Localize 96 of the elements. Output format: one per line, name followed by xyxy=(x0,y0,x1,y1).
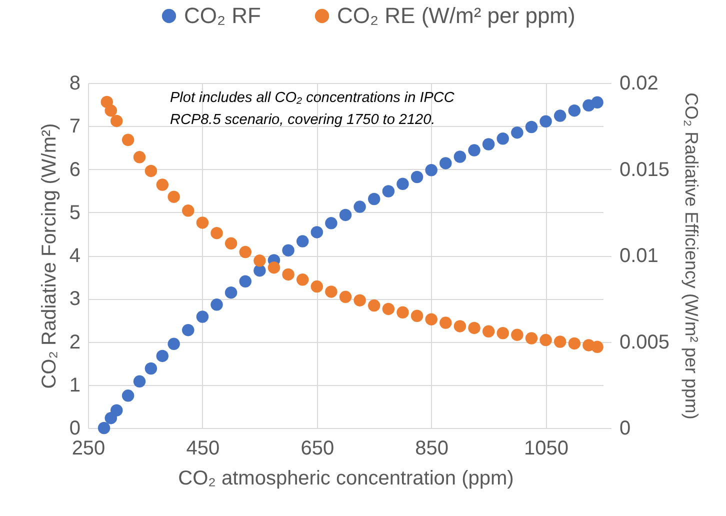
point xyxy=(104,104,118,117)
y2-tick-label: 0.01 xyxy=(620,245,658,267)
point xyxy=(110,114,123,128)
point xyxy=(325,286,338,298)
point xyxy=(468,144,480,156)
point xyxy=(122,390,134,402)
point xyxy=(410,310,424,322)
point xyxy=(482,138,495,150)
point xyxy=(133,375,146,388)
x-tick-label: 250 xyxy=(72,438,106,460)
point xyxy=(368,299,380,312)
point xyxy=(496,132,509,145)
point xyxy=(210,298,223,311)
point xyxy=(591,340,604,354)
point xyxy=(410,170,424,184)
point xyxy=(268,261,280,274)
y2-tick-label: 0.02 xyxy=(620,72,658,94)
point xyxy=(540,115,552,128)
point xyxy=(156,178,169,191)
point xyxy=(210,226,223,240)
y2-tick-label: 0.005 xyxy=(620,331,670,354)
point xyxy=(282,268,294,281)
point xyxy=(591,96,604,109)
point xyxy=(425,164,438,176)
point xyxy=(568,337,581,350)
x-tick-label: 450 xyxy=(186,438,220,460)
point xyxy=(568,104,581,117)
x-tick-label: 650 xyxy=(300,438,334,460)
point xyxy=(144,362,158,375)
y-tick-label: 7 xyxy=(69,116,80,138)
point xyxy=(168,338,180,350)
point xyxy=(525,120,538,134)
point xyxy=(425,313,438,326)
y-tick-label: 1 xyxy=(69,374,80,396)
point xyxy=(396,178,409,190)
y2-tick-label: 0.015 xyxy=(620,158,670,181)
point xyxy=(98,422,110,434)
point xyxy=(440,157,452,170)
point xyxy=(454,150,466,163)
y-tick-label: 8 xyxy=(69,72,80,94)
point xyxy=(133,151,146,164)
point xyxy=(540,334,552,346)
y-tick-label: 0 xyxy=(69,418,80,440)
y-tick-label: 4 xyxy=(69,245,80,267)
x-axis-title: CO₂ atmospheric concentration (ppm) xyxy=(178,468,514,490)
point xyxy=(182,324,194,336)
point xyxy=(196,310,209,323)
point xyxy=(224,237,238,250)
point xyxy=(110,404,123,416)
y-tick-label: 2 xyxy=(69,331,80,354)
y2-tick-label: 0 xyxy=(620,418,631,440)
point xyxy=(310,226,324,238)
point xyxy=(382,185,395,198)
point xyxy=(368,192,380,206)
point xyxy=(354,200,366,213)
point xyxy=(496,327,509,340)
point xyxy=(156,350,169,362)
point xyxy=(354,294,366,306)
point xyxy=(239,246,252,258)
x-tick-label: 850 xyxy=(415,438,449,460)
point xyxy=(282,244,294,256)
y2-axis-title: CO₂ Radiative Efficiency (W/m² per ppm) xyxy=(682,92,702,420)
y-tick-label: 3 xyxy=(69,288,80,310)
point xyxy=(382,302,395,316)
y-axis-title: CO₂ Radiative Forcing (W/m²) xyxy=(38,123,60,389)
point xyxy=(239,275,252,288)
y-tick-label: 6 xyxy=(69,158,80,181)
y-tick-label: 5 xyxy=(69,202,80,224)
point xyxy=(511,328,524,341)
point xyxy=(122,134,134,146)
point xyxy=(325,217,338,230)
point xyxy=(144,164,158,178)
point xyxy=(224,286,238,299)
point xyxy=(296,235,309,248)
annotation: Plot includes all CO₂ concentrations in IPCC RCP8.5 scenario, covering 1750 to 2120. xyxy=(170,90,455,128)
point xyxy=(468,322,480,334)
point xyxy=(310,280,324,293)
point xyxy=(339,290,352,304)
legend-label: CO₂ RF xyxy=(184,3,261,28)
point xyxy=(525,332,538,344)
point xyxy=(482,325,495,338)
point xyxy=(511,126,524,139)
x-tick-label: 1050 xyxy=(524,438,569,460)
point xyxy=(396,306,409,319)
point xyxy=(454,320,466,332)
point xyxy=(440,316,452,329)
point xyxy=(296,274,309,286)
point xyxy=(182,204,194,217)
point xyxy=(254,264,266,277)
point xyxy=(554,110,566,122)
point xyxy=(196,216,209,229)
legend-label: CO₂ RE (W/m² per ppm) xyxy=(337,3,576,28)
point xyxy=(339,208,352,222)
point xyxy=(168,190,180,203)
point xyxy=(254,254,266,267)
point xyxy=(554,336,566,348)
